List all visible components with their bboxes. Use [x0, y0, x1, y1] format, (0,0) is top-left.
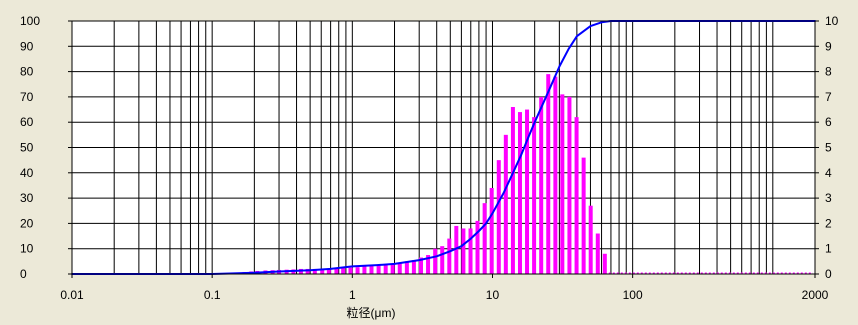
left-y-tick-label: 90: [20, 39, 34, 53]
distribution-bar: [602, 253, 607, 274]
distribution-bar: [390, 263, 395, 274]
distribution-bar: [560, 94, 565, 275]
distribution-bar: [312, 268, 317, 274]
distribution-bar: [517, 112, 522, 274]
x-axis-label: 粒径(μm): [347, 305, 396, 320]
distribution-bar: [489, 187, 494, 274]
distribution-bar: [546, 74, 551, 274]
left-y-tick-label: 40: [20, 166, 34, 180]
left-y-tick-label: 80: [20, 65, 34, 79]
distribution-bar: [539, 96, 544, 275]
right-y-tick-label: 4: [825, 166, 832, 180]
distribution-bar: [461, 228, 466, 274]
distribution-bar: [355, 267, 360, 274]
distribution-bar: [376, 265, 381, 274]
distribution-bar: [411, 260, 416, 274]
distribution-bar: [588, 205, 593, 274]
right-y-tick-label: 3: [825, 191, 832, 205]
left-y-tick-label: 60: [20, 115, 34, 129]
distribution-bar: [532, 117, 537, 274]
distribution-bar: [348, 267, 353, 274]
right-y-tick-label: 1: [825, 242, 832, 256]
x-tick-label: 10: [486, 288, 500, 302]
distribution-bar: [397, 262, 402, 274]
distribution-bar: [525, 109, 530, 274]
distribution-bar: [404, 261, 409, 274]
distribution-bar: [440, 246, 445, 274]
distribution-bar: [305, 268, 310, 274]
distribution-bar: [426, 255, 431, 274]
distribution-bar: [567, 96, 572, 275]
left-y-tick-label: 30: [20, 191, 34, 205]
distribution-bar: [369, 265, 374, 274]
right-y-tick-label: 2: [825, 216, 832, 230]
distribution-bar: [468, 228, 473, 274]
distribution-bar: [496, 160, 501, 274]
major-grid: [72, 21, 815, 274]
axis-labels: 0 0 10 1 20 2 30 3 40 4 50 5 60 6 70 7 80 8 90 9 100 10 0.01 0.…: [20, 14, 839, 302]
x-tick-label: 2000: [802, 288, 829, 302]
distribution-bar: [447, 238, 452, 274]
distribution-bar: [418, 257, 423, 274]
left-y-tick-label: 0: [20, 267, 27, 281]
right-y-tick-label: 9: [825, 39, 832, 53]
left-y-tick-label: 10: [20, 242, 34, 256]
distribution-bar: [341, 267, 346, 274]
distribution-bar: [581, 157, 586, 274]
distribution-bar: [326, 268, 331, 274]
x-tick-label: 0.1: [204, 288, 221, 302]
x-tick-label: 100: [623, 288, 643, 302]
left-y-tick-label: 70: [20, 90, 34, 104]
distribution-bar: [433, 248, 438, 274]
axis-ticks: [68, 20, 819, 278]
distribution-bar: [383, 264, 388, 274]
distribution-bar: [574, 117, 579, 274]
distribution-bar: [482, 203, 487, 274]
right-y-tick-label: 7: [825, 90, 832, 104]
right-y-tick-label: 0: [825, 267, 832, 281]
right-y-tick-label: 6: [825, 115, 832, 129]
distribution-bar: [334, 268, 339, 274]
distribution-bar: [320, 268, 325, 274]
right-y-tick-label: 8: [825, 65, 832, 79]
distribution-bar: [510, 107, 515, 275]
x-tick-label: 1: [349, 288, 356, 302]
distribution-bar: [475, 220, 480, 274]
x-tick-label: 0.01: [60, 288, 84, 302]
right-y-tick-label: 10: [825, 14, 839, 28]
right-y-tick-label: 5: [825, 141, 832, 155]
distribution-bar: [595, 233, 600, 274]
left-y-tick-label: 50: [20, 141, 34, 155]
distribution-bar: [454, 225, 459, 274]
left-y-tick-label: 100: [20, 14, 40, 28]
distribution-bar: [553, 76, 558, 274]
left-y-tick-label: 20: [20, 216, 34, 230]
distribution-bar: [362, 266, 367, 274]
distribution-bar: [503, 134, 508, 274]
